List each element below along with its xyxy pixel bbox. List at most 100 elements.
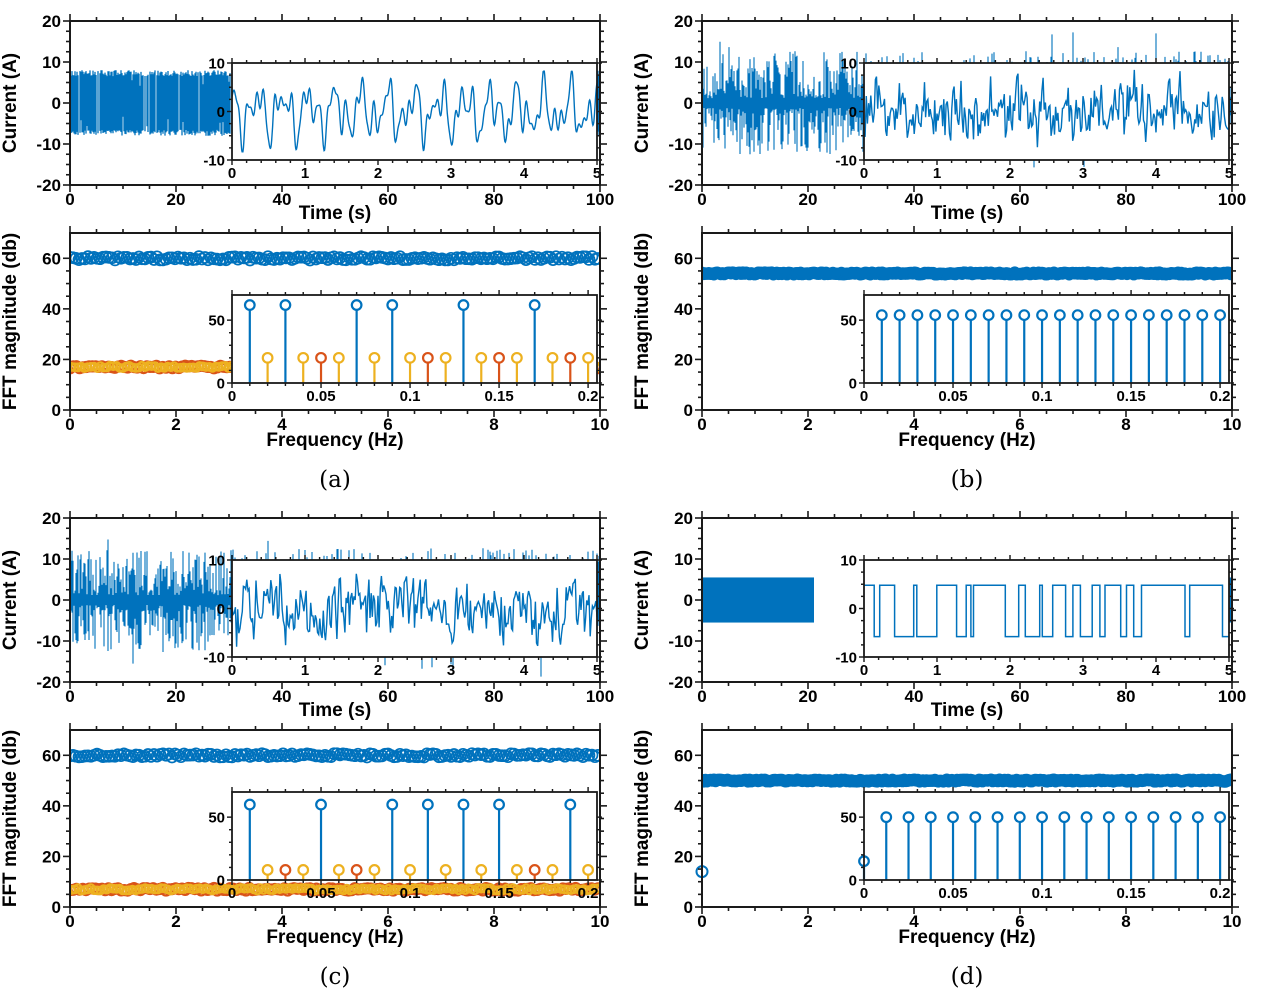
- svg-text:0.05: 0.05: [306, 388, 335, 405]
- svg-text:-20: -20: [36, 176, 61, 195]
- svg-text:0: 0: [228, 388, 236, 405]
- svg-text:0: 0: [684, 591, 693, 610]
- svg-text:3: 3: [447, 165, 455, 182]
- svg-text:4: 4: [277, 912, 287, 931]
- svg-text:6: 6: [383, 912, 392, 931]
- svg-text:10: 10: [840, 552, 857, 569]
- svg-text:0: 0: [849, 375, 857, 392]
- svg-text:40: 40: [674, 797, 693, 816]
- svg-text:Current (A): Current (A): [632, 53, 653, 153]
- svg-text:4: 4: [520, 662, 529, 679]
- svg-text:4: 4: [1152, 662, 1161, 679]
- svg-text:Frequency (Hz): Frequency (Hz): [266, 430, 403, 451]
- svg-text:0: 0: [217, 375, 225, 392]
- svg-text:4: 4: [909, 912, 919, 931]
- svg-text:100: 100: [586, 190, 614, 209]
- svg-text:FFT magnitude (db): FFT magnitude (db): [632, 233, 653, 410]
- svg-text:10: 10: [674, 53, 693, 72]
- svg-text:0.1: 0.1: [400, 885, 421, 902]
- svg-text:20: 20: [674, 351, 693, 370]
- svg-text:0: 0: [52, 591, 61, 610]
- svg-text:-20: -20: [36, 673, 61, 692]
- svg-text:2: 2: [1006, 165, 1014, 182]
- svg-text:100: 100: [1218, 190, 1246, 209]
- svg-text:60: 60: [1011, 190, 1030, 209]
- svg-text:10: 10: [208, 552, 225, 569]
- svg-text:FFT magnitude (db): FFT magnitude (db): [0, 233, 21, 410]
- svg-text:60: 60: [674, 249, 693, 268]
- svg-text:Current (A): Current (A): [632, 550, 653, 650]
- svg-text:40: 40: [42, 797, 61, 816]
- svg-text:60: 60: [379, 190, 398, 209]
- svg-text:8: 8: [489, 912, 498, 931]
- svg-text:5: 5: [1225, 662, 1233, 679]
- svg-text:60: 60: [1011, 687, 1030, 706]
- svg-text:0: 0: [65, 190, 74, 209]
- svg-text:-20: -20: [668, 176, 693, 195]
- svg-text:-20: -20: [668, 673, 693, 692]
- svg-text:80: 80: [1117, 687, 1136, 706]
- svg-text:6: 6: [383, 415, 392, 434]
- svg-text:0: 0: [860, 165, 868, 182]
- svg-text:20: 20: [799, 687, 818, 706]
- svg-text:60: 60: [42, 249, 61, 268]
- svg-text:50: 50: [208, 313, 225, 330]
- svg-text:Time (s): Time (s): [931, 700, 1004, 721]
- svg-text:Frequency (Hz): Frequency (Hz): [266, 927, 403, 948]
- svg-text:0: 0: [860, 885, 868, 902]
- svg-text:20: 20: [674, 12, 693, 31]
- svg-text:0: 0: [65, 912, 74, 931]
- svg-text:1: 1: [301, 662, 309, 679]
- svg-text:0.05: 0.05: [938, 388, 967, 405]
- svg-text:20: 20: [42, 509, 61, 528]
- svg-text:50: 50: [840, 313, 857, 330]
- svg-text:20: 20: [674, 509, 693, 528]
- svg-text:0.05: 0.05: [306, 885, 335, 902]
- svg-text:40: 40: [273, 687, 292, 706]
- svg-text:0: 0: [684, 401, 693, 420]
- svg-text:-10: -10: [203, 649, 225, 666]
- svg-text:Frequency (Hz): Frequency (Hz): [898, 927, 1035, 948]
- svg-text:6: 6: [1015, 415, 1024, 434]
- svg-text:3: 3: [1079, 165, 1087, 182]
- svg-text:-10: -10: [36, 135, 61, 154]
- svg-text:0.2: 0.2: [578, 885, 599, 902]
- svg-text:60: 60: [674, 746, 693, 765]
- svg-text:0: 0: [684, 898, 693, 917]
- svg-text:3: 3: [1079, 662, 1087, 679]
- svg-text:0: 0: [228, 885, 236, 902]
- svg-text:20: 20: [674, 848, 693, 867]
- svg-text:0.05: 0.05: [938, 885, 967, 902]
- svg-text:(d): (d): [951, 964, 984, 988]
- svg-text:20: 20: [42, 12, 61, 31]
- svg-text:0: 0: [849, 601, 857, 618]
- svg-text:Time (s): Time (s): [299, 700, 372, 721]
- svg-text:10: 10: [591, 912, 610, 931]
- svg-text:0.1: 0.1: [1032, 388, 1053, 405]
- svg-text:10: 10: [42, 53, 61, 72]
- svg-text:0.15: 0.15: [1116, 388, 1145, 405]
- svg-text:-10: -10: [203, 152, 225, 169]
- svg-text:4: 4: [277, 415, 287, 434]
- svg-text:Time (s): Time (s): [299, 203, 372, 224]
- svg-text:0: 0: [52, 94, 61, 113]
- svg-text:0.1: 0.1: [400, 388, 421, 405]
- svg-text:0.2: 0.2: [1210, 885, 1231, 902]
- svg-text:80: 80: [485, 190, 504, 209]
- svg-text:0: 0: [217, 872, 225, 889]
- svg-text:40: 40: [905, 190, 924, 209]
- svg-text:20: 20: [799, 190, 818, 209]
- svg-text:0: 0: [697, 687, 706, 706]
- svg-text:FFT magnitude (db): FFT magnitude (db): [632, 730, 653, 907]
- svg-text:Current (A): Current (A): [0, 550, 21, 650]
- svg-text:10: 10: [591, 415, 610, 434]
- svg-text:2: 2: [1006, 662, 1014, 679]
- svg-text:4: 4: [1152, 165, 1161, 182]
- svg-text:8: 8: [1121, 415, 1130, 434]
- svg-text:2: 2: [803, 912, 812, 931]
- svg-text:1: 1: [933, 165, 941, 182]
- svg-text:40: 40: [273, 190, 292, 209]
